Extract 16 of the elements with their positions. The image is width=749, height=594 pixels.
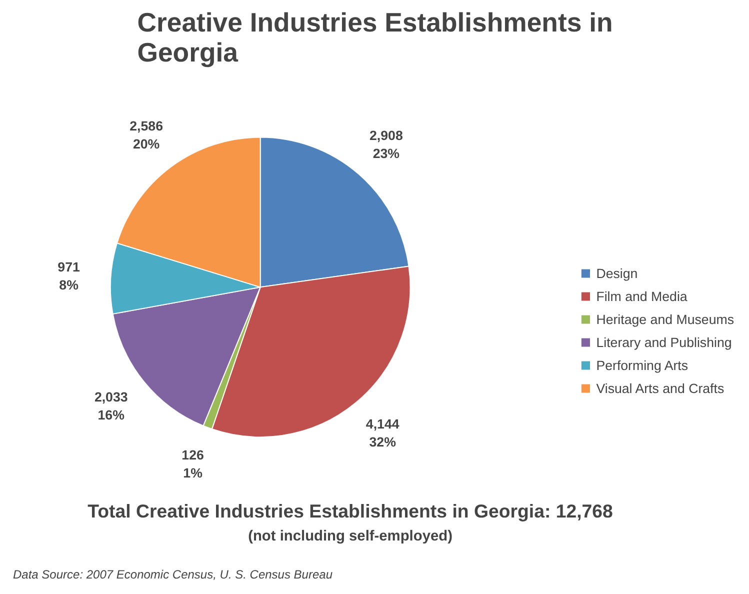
legend-label: Performing Arts [596, 358, 688, 372]
data-label: 126 1% [182, 448, 204, 481]
legend-label: Heritage and Museums [596, 312, 734, 326]
data-label: 2,033 16% [94, 389, 128, 422]
text: (not including self-employed) [248, 528, 453, 545]
legend-label: Visual Arts and Crafts [596, 380, 724, 396]
data-label: 2,908 23% [370, 128, 403, 162]
text: Total Creative Industries Establishments in Georgia: 12,768 [88, 500, 613, 522]
data-label: 4,144 32% [366, 416, 400, 450]
legend-label: Literary and Publishing [596, 334, 732, 350]
data-label: 971 8% [58, 259, 80, 292]
legend-label: Film and Media [596, 288, 688, 304]
legend-label: Design [596, 266, 638, 280]
data-label: 2,586 20% [130, 118, 163, 152]
chart-title: Creative Industries Establishments in Georgia [137, 8, 613, 68]
source-note: Data Source: 2007 Economic Census, U. S. Census Bureau [12, 567, 333, 582]
